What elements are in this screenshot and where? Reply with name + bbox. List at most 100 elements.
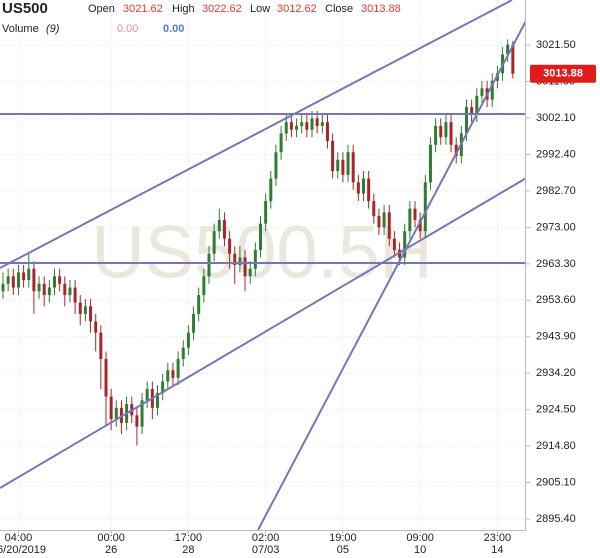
candle-body — [274, 152, 278, 179]
volume-label: Volume — [2, 23, 39, 35]
candle-body — [6, 276, 10, 284]
candle-body — [413, 208, 417, 220]
candle-body — [403, 231, 407, 258]
candle-body — [331, 140, 335, 172]
ohlc-value: 3022.62 — [202, 3, 242, 15]
candle-body — [1, 283, 5, 292]
candle-body — [346, 152, 350, 175]
y-tick-label: 3021.50 — [536, 39, 576, 51]
candle-body — [233, 253, 237, 265]
candle-body — [99, 332, 103, 359]
x-tick-label: 09:00 — [406, 532, 434, 544]
candle-body — [32, 268, 36, 292]
candle-body — [449, 122, 453, 145]
candle-body — [114, 407, 118, 420]
y-tick-label: 2963.30 — [536, 258, 576, 270]
candle-body — [68, 287, 72, 296]
candle-body — [480, 88, 484, 96]
candle-body — [356, 182, 360, 194]
candle-body — [367, 178, 371, 202]
x-tick-label: 23:00 — [484, 532, 512, 544]
candle-body — [176, 358, 180, 378]
candle-body — [470, 107, 474, 115]
watermark: US500.5H — [91, 211, 432, 294]
y-tick-label: 2934.20 — [536, 367, 576, 379]
candle-body — [37, 283, 41, 292]
header: US500 Open 3021.62 High 3022.62 Low 3012… — [2, 0, 401, 35]
candle-body — [135, 415, 139, 427]
candle-body — [279, 133, 283, 153]
candle-body — [217, 219, 221, 232]
candle-body — [377, 216, 381, 228]
ohlc-label: High — [172, 3, 195, 15]
y-tick-label: 2895.40 — [536, 513, 576, 525]
candle-body — [27, 268, 31, 281]
candle-body — [284, 122, 288, 134]
candle-body — [475, 95, 479, 115]
y-tick-label: 3002.10 — [536, 112, 576, 124]
x-date-label: 14 — [491, 544, 503, 556]
candle-body — [212, 231, 216, 254]
candle-body — [315, 118, 319, 126]
candle-body — [22, 272, 26, 281]
y-tick-label: 2982.70 — [536, 185, 576, 197]
x-date-label: 07/03 — [252, 544, 280, 556]
candle-body — [222, 219, 226, 239]
candle-body — [192, 313, 196, 333]
ohlc-value: 3012.62 — [277, 3, 317, 15]
candle-body — [63, 283, 67, 296]
candle-body — [47, 287, 51, 296]
candle-body — [341, 159, 345, 175]
ohlc-label: Low — [250, 3, 270, 15]
volume-period: (9) — [46, 23, 60, 35]
candle-body — [511, 44, 515, 74]
candle-body — [490, 80, 494, 100]
last-price-label: 3013.88 — [543, 68, 583, 80]
candle-body — [392, 238, 396, 250]
candle-body — [305, 122, 309, 130]
candle-body — [78, 302, 82, 314]
candle-body — [166, 370, 170, 382]
candle-body — [202, 276, 206, 296]
symbol: US500 — [2, 0, 48, 17]
candle-body — [16, 272, 20, 288]
candle-body — [289, 122, 293, 130]
candle-body — [73, 287, 77, 303]
ohlc-label: Open — [88, 3, 115, 15]
y-tick-label: 2953.60 — [536, 294, 576, 306]
x-tick-label: 17:00 — [175, 532, 203, 544]
candle-body — [171, 370, 175, 378]
candle-body — [186, 332, 190, 348]
candle-body — [156, 392, 159, 408]
candle-body — [428, 144, 432, 183]
candle-body — [382, 212, 386, 228]
trend-line — [0, 176, 529, 489]
candle-body — [351, 152, 355, 183]
x-date-label: 05 — [337, 544, 349, 556]
candle-body — [238, 257, 242, 265]
candle-body — [259, 223, 262, 250]
candle-body — [83, 306, 87, 314]
x-tick-label: 00:00 — [97, 532, 125, 544]
candle-body — [181, 347, 185, 359]
volume-value: 0.00 — [163, 23, 184, 35]
candle-body — [53, 276, 56, 288]
candle-body — [454, 144, 458, 156]
candle-body — [362, 178, 365, 194]
ohlc-value: 3021.62 — [123, 3, 163, 15]
candle-body — [109, 396, 113, 420]
y-tick-label: 2943.90 — [536, 331, 576, 343]
candle-body — [243, 257, 247, 277]
candle-body — [269, 178, 273, 202]
candle-body — [253, 249, 257, 269]
candle-body — [104, 358, 108, 397]
x-date-label: 10 — [414, 544, 426, 556]
x-tick-label: 04:00 — [5, 532, 33, 544]
candle-body — [444, 122, 448, 138]
candle-body — [58, 276, 62, 284]
candle-body — [94, 321, 98, 333]
candle-body — [228, 238, 232, 254]
x-date-label: 26 — [105, 544, 117, 556]
volume-value: 0.00 — [117, 23, 138, 35]
